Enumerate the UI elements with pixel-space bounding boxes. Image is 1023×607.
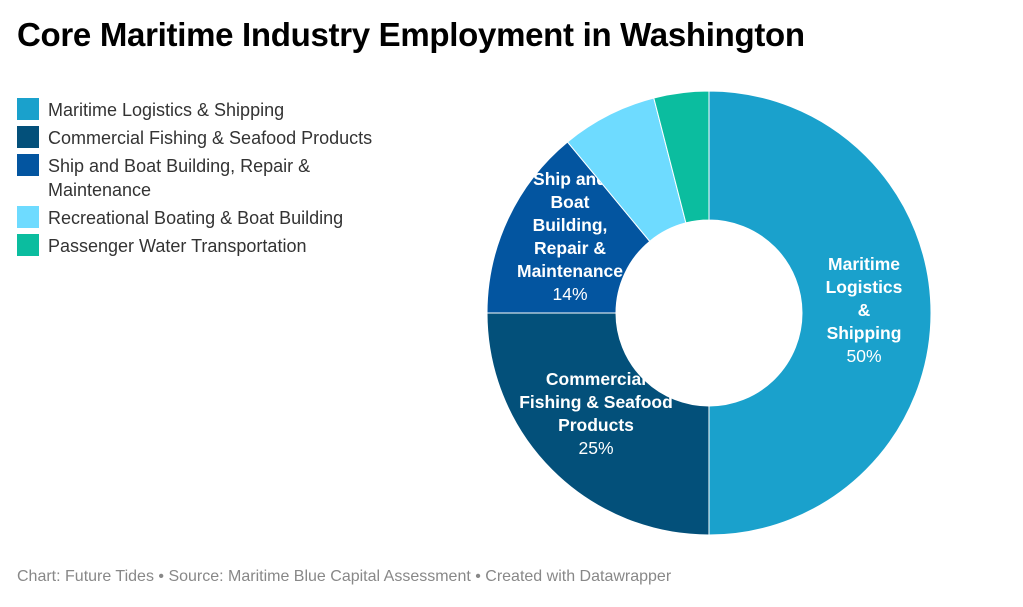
legend-label: Commercial Fishing & Seafood Products <box>48 128 373 148</box>
donut-slice <box>486 312 710 536</box>
slice-label: Commercial Fishing & Seafood Products 25% <box>519 369 673 458</box>
legend-swatch <box>17 206 39 228</box>
legend-swatch <box>17 98 39 120</box>
chart-title: Core Maritime Industry Employment in Was… <box>17 16 805 53</box>
slice-label: Maritime Logistics & Shipping 50% <box>826 254 903 366</box>
legend-label: Recreational Boating & Boat Building <box>48 208 344 228</box>
legend-item: Maritime Logistics & Shipping <box>17 98 387 122</box>
donut-slice <box>486 141 651 314</box>
legend-label: Maritime Logistics & Shipping <box>48 100 285 120</box>
legend-swatch <box>17 234 39 256</box>
chart-footer: Chart: Future Tides • Source: Maritime B… <box>17 568 672 585</box>
legend: Maritime Logistics & Shipping Commercial … <box>17 98 387 262</box>
slice-label: Ship and Boat Building, Repair & Maintenance… <box>517 169 623 304</box>
legend-swatch <box>17 126 39 148</box>
donut-slice <box>653 90 710 224</box>
legend-label: Ship and Boat Building, Repair & Mainten… <box>48 156 311 200</box>
legend-label: Passenger Water Transportation <box>48 236 307 256</box>
legend-item: Commercial Fishing & Seafood Products <box>17 126 387 150</box>
legend-item: Ship and Boat Building, Repair & Mainten… <box>17 154 387 202</box>
legend-item: Recreational Boating & Boat Building <box>17 206 387 230</box>
donut-slice <box>708 90 932 536</box>
legend-item: Passenger Water Transportation <box>17 234 387 258</box>
legend-swatch <box>17 154 39 176</box>
